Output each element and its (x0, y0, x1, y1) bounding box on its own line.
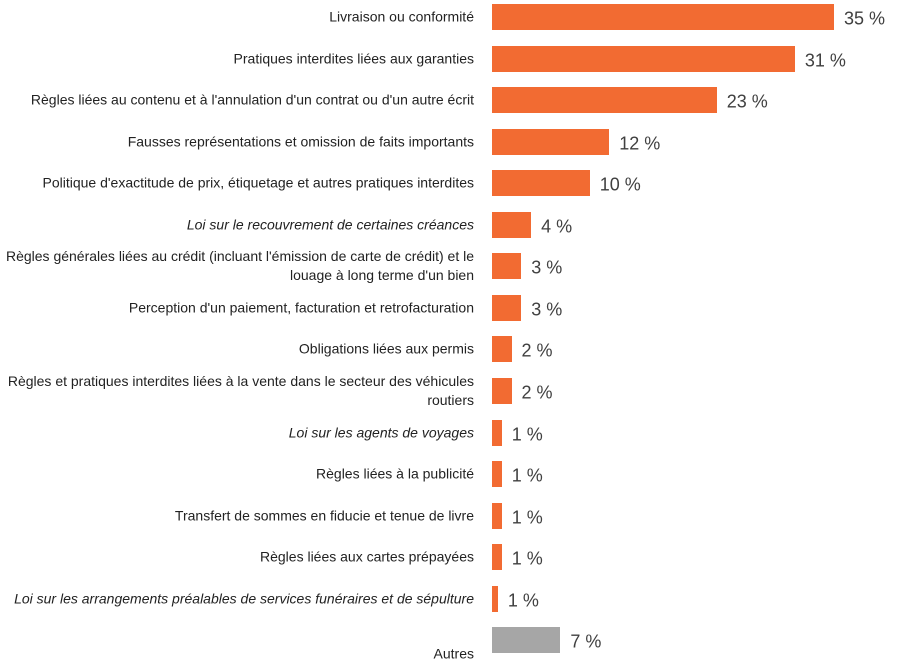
category-label: Règles liées aux cartes prépayées (259, 548, 474, 565)
value-label: 1 % (511, 548, 543, 569)
category-label: Obligations liées aux permis (298, 340, 474, 357)
bar (492, 87, 717, 114)
bar (492, 128, 610, 155)
bar (492, 211, 532, 238)
category-label: Règles générales liées au crédit (inclua… (5, 248, 474, 284)
bar (492, 294, 522, 321)
value-label: 35 % (843, 8, 885, 29)
category-label: Règles et pratiques interdites liées à l… (7, 372, 474, 408)
bar (492, 461, 502, 488)
bar (492, 627, 561, 654)
category-label: Loi sur le recouvrement de certaines cré… (186, 216, 474, 233)
bar (492, 253, 522, 280)
bar (492, 585, 498, 612)
bar (492, 377, 512, 404)
value-label: 1 % (511, 424, 543, 444)
category-label: Perception d'un paiement, facturation et… (128, 299, 474, 316)
category-label: Règles liées au contenu et à l'annulatio… (30, 91, 474, 108)
value-label: 1 % (507, 590, 539, 611)
bar (492, 170, 590, 197)
bar (492, 502, 502, 529)
category-label: Livraison ou conformité (329, 8, 474, 25)
category-label: Loi sur les arrangements préalables de s… (14, 590, 474, 607)
value-label: 31 % (804, 50, 846, 71)
value-label: 10 % (599, 174, 641, 195)
value-label: 12 % (619, 133, 661, 154)
value-label: 3 % (531, 257, 563, 278)
value-label: 7 % (570, 631, 602, 652)
category-label: Fausses représentations et omission de f… (127, 133, 474, 150)
category-label: Transfert de sommes en fiducie et tenue … (174, 507, 474, 524)
category-label: Politique d'exactitude de prix, étiqueta… (42, 174, 475, 191)
bar (492, 419, 502, 446)
value-label: 1 % (511, 465, 543, 486)
value-label: 23 % (726, 91, 768, 112)
value-label: 2 % (521, 340, 553, 361)
category-label: Règles liées à la publicité (316, 465, 474, 482)
value-label: 1 % (511, 507, 543, 528)
category-label: Autres (433, 645, 474, 660)
value-label: 2 % (521, 382, 553, 403)
category-label: Loi sur les agents de voyages (288, 424, 474, 440)
value-label: 3 % (531, 299, 563, 320)
value-label: 4 % (541, 216, 573, 237)
category-label: Pratiques interdites liées aux garanties (233, 50, 474, 67)
bar (492, 544, 502, 571)
bar (492, 336, 512, 363)
bar (492, 45, 795, 72)
bar (492, 4, 834, 30)
